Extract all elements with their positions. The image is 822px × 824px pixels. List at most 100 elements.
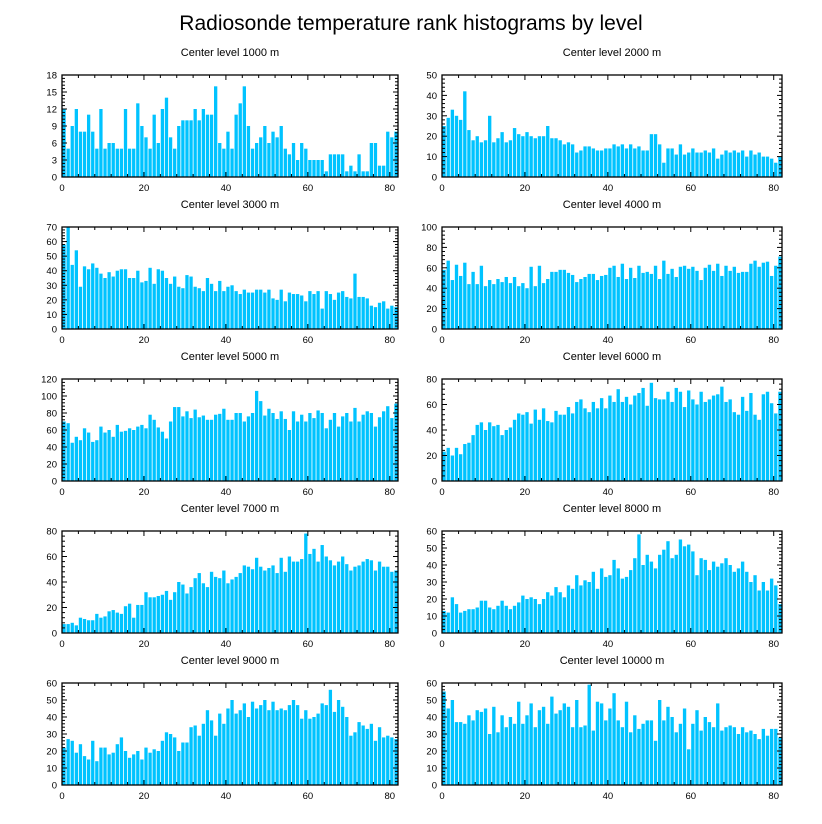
bar bbox=[740, 271, 745, 329]
bars bbox=[62, 390, 398, 481]
bar bbox=[177, 126, 181, 177]
bar bbox=[488, 607, 492, 633]
bar bbox=[160, 270, 165, 329]
bar bbox=[599, 703, 604, 785]
bar bbox=[546, 592, 550, 633]
bar bbox=[678, 391, 683, 481]
bar bbox=[304, 533, 308, 633]
bar bbox=[716, 394, 720, 481]
bar bbox=[394, 131, 398, 177]
bar bbox=[637, 265, 641, 329]
bar bbox=[160, 594, 165, 633]
bar bbox=[745, 732, 749, 785]
y-tick-label: 120 bbox=[41, 375, 57, 386]
bar bbox=[517, 134, 521, 177]
bar bbox=[377, 165, 382, 177]
y-tick-label: 30 bbox=[426, 730, 437, 741]
bar bbox=[136, 426, 140, 481]
bar bbox=[550, 138, 554, 177]
bar bbox=[765, 261, 770, 329]
bar bbox=[226, 131, 230, 177]
bar bbox=[579, 279, 583, 329]
bar bbox=[148, 148, 152, 177]
bar bbox=[177, 407, 181, 481]
panel-title: Center level 1000 m bbox=[181, 47, 279, 59]
bar bbox=[757, 739, 761, 785]
bar bbox=[353, 566, 357, 633]
bar bbox=[173, 276, 177, 329]
bar bbox=[308, 160, 312, 177]
bar bbox=[658, 144, 662, 177]
bar bbox=[778, 391, 782, 481]
bar bbox=[691, 399, 695, 481]
bar bbox=[205, 278, 210, 329]
bar bbox=[736, 272, 741, 329]
bar bbox=[148, 597, 152, 633]
bar bbox=[95, 148, 99, 177]
bar bbox=[127, 603, 132, 633]
bar bbox=[570, 588, 575, 633]
bar bbox=[386, 735, 390, 785]
bar bbox=[86, 620, 91, 633]
bar bbox=[774, 413, 778, 481]
bar bbox=[279, 126, 283, 177]
bar bbox=[74, 625, 78, 633]
bar bbox=[259, 137, 263, 177]
bar bbox=[620, 727, 625, 785]
bar bbox=[156, 269, 160, 329]
bar bbox=[575, 152, 579, 177]
bar bbox=[78, 131, 83, 177]
bar bbox=[193, 725, 197, 785]
x-tick-label: 60 bbox=[685, 487, 696, 498]
bar bbox=[336, 154, 341, 177]
bar bbox=[62, 624, 66, 633]
bar bbox=[140, 282, 144, 329]
bar bbox=[475, 607, 479, 633]
bar bbox=[91, 620, 95, 633]
bar bbox=[699, 391, 703, 481]
bar bbox=[275, 710, 279, 785]
bar bbox=[181, 288, 185, 329]
bar bbox=[691, 266, 695, 329]
bar bbox=[193, 286, 197, 329]
bar bbox=[774, 728, 778, 785]
bar bbox=[566, 585, 571, 633]
bar bbox=[720, 730, 724, 785]
x-tick-label: 80 bbox=[385, 335, 396, 346]
bar bbox=[300, 143, 304, 177]
bar bbox=[382, 165, 386, 177]
bar bbox=[608, 708, 612, 785]
bar bbox=[328, 154, 333, 177]
bar bbox=[720, 563, 724, 633]
bar bbox=[107, 430, 111, 481]
bar bbox=[533, 409, 537, 481]
y-tick-label: 0 bbox=[432, 629, 437, 640]
bar bbox=[144, 137, 148, 177]
bar bbox=[70, 264, 74, 329]
bar bbox=[475, 710, 479, 785]
bar bbox=[312, 418, 316, 481]
bar bbox=[164, 590, 169, 633]
bar bbox=[720, 275, 724, 329]
bar bbox=[732, 412, 736, 481]
bar bbox=[291, 294, 296, 329]
y-tick-label: 6 bbox=[52, 139, 57, 150]
bar bbox=[127, 428, 132, 481]
bar bbox=[521, 723, 525, 785]
bar bbox=[316, 561, 320, 633]
bar bbox=[492, 142, 496, 177]
bar bbox=[246, 416, 251, 481]
bar bbox=[148, 752, 152, 785]
bar bbox=[641, 387, 645, 481]
bar bbox=[361, 296, 365, 329]
bar bbox=[70, 622, 74, 633]
bar bbox=[62, 747, 66, 785]
bar bbox=[517, 602, 521, 633]
x-tick-label: 0 bbox=[59, 791, 64, 802]
bar bbox=[678, 144, 683, 177]
bar bbox=[662, 720, 666, 785]
bar bbox=[312, 160, 316, 177]
panel-4: Center level 4000 m 0 20 40 60 80 0 20 40 60 80 100 bbox=[421, 199, 783, 346]
bar bbox=[312, 548, 316, 633]
bar bbox=[189, 276, 193, 329]
